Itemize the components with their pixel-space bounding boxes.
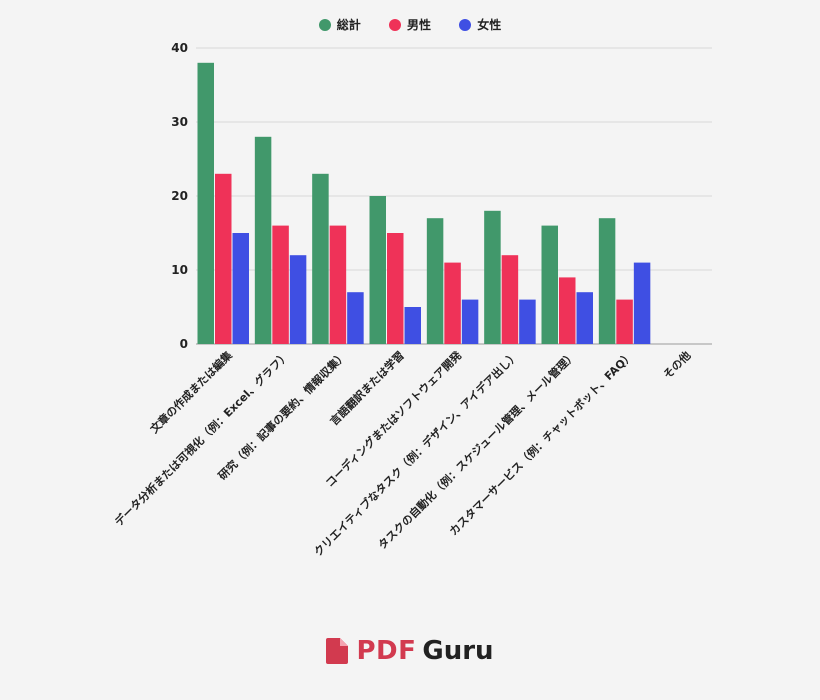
bar-series2-cat0[interactable] xyxy=(232,233,250,344)
x-tick-label-8: その他 xyxy=(660,348,693,381)
brand-logo: PDF Guru xyxy=(0,636,820,666)
bar-series0-cat0[interactable] xyxy=(197,62,215,345)
bar-chart: 010203040文章の作成または編集データ分析または可視化（例：Excel、グ… xyxy=(112,41,712,559)
x-tick-label-5: クリエイティブなタスク（例：デザイン、アイデア出し） xyxy=(311,348,522,559)
chart-area: 総計 男性 女性 0 10 20 30 40 文章の作成または編集 データ分析または可視化（… xyxy=(0,16,820,559)
legend-swatch-male xyxy=(388,18,401,31)
bar-series2-cat5[interactable] xyxy=(519,299,536,344)
bar-series2-cat4[interactable] xyxy=(461,299,479,344)
legend-item-male[interactable]: 男性 xyxy=(388,16,431,33)
bar-series1-cat5[interactable] xyxy=(501,255,519,344)
bar-series0-cat6[interactable] xyxy=(541,225,559,344)
bar-series0-cat4[interactable] xyxy=(426,218,444,344)
y-tick-label-2: 20 xyxy=(171,189,188,203)
y-tick-label-4: 40 xyxy=(171,41,188,55)
bar-series0-cat5[interactable] xyxy=(484,210,501,344)
bar-series0-cat3[interactable] xyxy=(369,196,387,344)
bar-series2-cat6[interactable] xyxy=(576,292,594,344)
legend-item-total[interactable]: 総計 xyxy=(318,16,361,33)
legend-label-male: 男性 xyxy=(406,18,431,32)
bar-series1-cat0[interactable] xyxy=(215,173,232,344)
y-tick-label-1: 10 xyxy=(171,263,188,277)
legend-swatch-female xyxy=(459,18,472,31)
y-tick-label-0: 0 xyxy=(180,337,188,351)
bar-series1-cat2[interactable] xyxy=(329,225,347,344)
bar-series2-cat2[interactable] xyxy=(347,292,364,344)
bar-series2-cat1[interactable] xyxy=(289,255,307,344)
bar-series0-cat2[interactable] xyxy=(312,173,329,344)
bar-series1-cat6[interactable] xyxy=(559,277,576,344)
brand-pdf-text: PDF xyxy=(356,636,417,666)
bar-series0-cat1[interactable] xyxy=(254,136,272,344)
x-tick-label-6: タスクの自動化（例：スケジュール管理、メール管理） xyxy=(375,348,579,552)
y-tick-label-3: 30 xyxy=(171,115,188,129)
brand-guru-text: Guru xyxy=(422,636,494,666)
bar-series1-cat3[interactable] xyxy=(387,233,404,344)
bar-series2-cat7[interactable] xyxy=(633,262,651,344)
pdf-document-icon xyxy=(326,638,349,664)
bar-series1-cat4[interactable] xyxy=(444,262,461,344)
bar-series2-cat3[interactable] xyxy=(404,307,422,344)
legend-label-total: 総計 xyxy=(336,18,361,32)
legend-swatch-total xyxy=(318,18,331,31)
legend-item-female[interactable]: 女性 xyxy=(459,16,501,33)
x-tick-label-2: 研究（例：記事の要約、情報収集） xyxy=(215,348,349,482)
bar-series1-cat7[interactable] xyxy=(616,299,633,344)
legend-label-female: 女性 xyxy=(477,18,502,32)
chart-legend: 総計 男性 女性 xyxy=(0,16,820,34)
bar-series1-cat1[interactable] xyxy=(272,225,289,344)
bar-series0-cat7[interactable] xyxy=(598,218,616,344)
